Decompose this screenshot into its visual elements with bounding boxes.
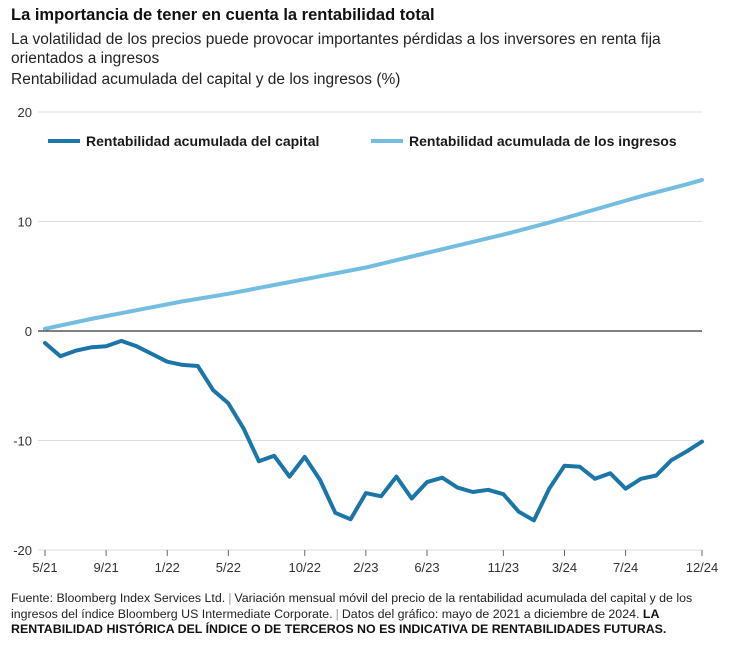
x-tick-label: 6/23 [414, 560, 439, 575]
x-tick-label: 2/23 [353, 560, 378, 575]
y-tick-label: -10 [13, 434, 32, 449]
x-tick-label: 7/24 [613, 560, 638, 575]
legend-item-income: Rentabilidad acumulada de los ingresos [371, 133, 677, 149]
series-line-income [43, 177, 704, 331]
legend-item-capital: Rentabilidad acumulada del capital [48, 133, 319, 149]
y-tick-label: 20 [18, 105, 32, 120]
series-layer [43, 177, 704, 523]
x-tick-label: 5/21 [32, 560, 57, 575]
chart-title: La importancia de tener en cuenta la ren… [11, 6, 435, 24]
legend-label-income: Rentabilidad acumulada de los ingresos [409, 133, 677, 149]
footer-disclaimer: LA RENTABILIDAD HISTÓRICA DEL ÍNDICE O D… [11, 606, 667, 637]
chart-subtitle: La volatilidad de los precios puede prov… [11, 31, 661, 67]
footer-source: Fuente: Bloomberg Index Services Ltd. [11, 591, 226, 605]
y-tick-label: 0 [25, 324, 32, 339]
x-tick-label: 12/24 [686, 560, 719, 575]
x-tick-labels: 5/21 9/21 1/22 5/22 10/22 2/23 6/23 11/23 3/24 7/… [32, 560, 718, 575]
y-tick-label: -20 [13, 543, 32, 558]
x-tick-label: 9/21 [93, 560, 118, 575]
line-chart: 20 10 0 -10 -20 5/21 9/21 1/22 5/22 10/22 2/23 6/2… [13, 105, 718, 575]
x-tick-label: 5/22 [216, 560, 241, 575]
footer-date: Datos del gráfico: mayo de 2021 a diciem… [341, 606, 640, 621]
legend-swatch-income [371, 139, 403, 143]
y-tick-labels: 20 10 0 -10 -20 [13, 105, 32, 558]
x-tick-label: 10/22 [288, 560, 321, 575]
x-tick-label: 1/22 [155, 560, 180, 575]
x-tick-label: 3/24 [552, 560, 577, 575]
chart-unit-label: Rentabilidad acumulada del capital y de … [11, 71, 401, 88]
legend-swatch-capital [48, 139, 80, 143]
legend-label-capital: Rentabilidad acumulada del capital [86, 133, 320, 149]
footer-note: Variación mensual móvil del precio de la… [11, 591, 693, 621]
series-line-capital [43, 338, 704, 523]
x-tick-label: 11/23 [488, 560, 520, 575]
chart-footer: Fuente: Bloomberg Index Services Ltd. | Va… [11, 591, 693, 637]
grid-layer [38, 111, 703, 556]
y-tick-label: 10 [18, 215, 32, 230]
